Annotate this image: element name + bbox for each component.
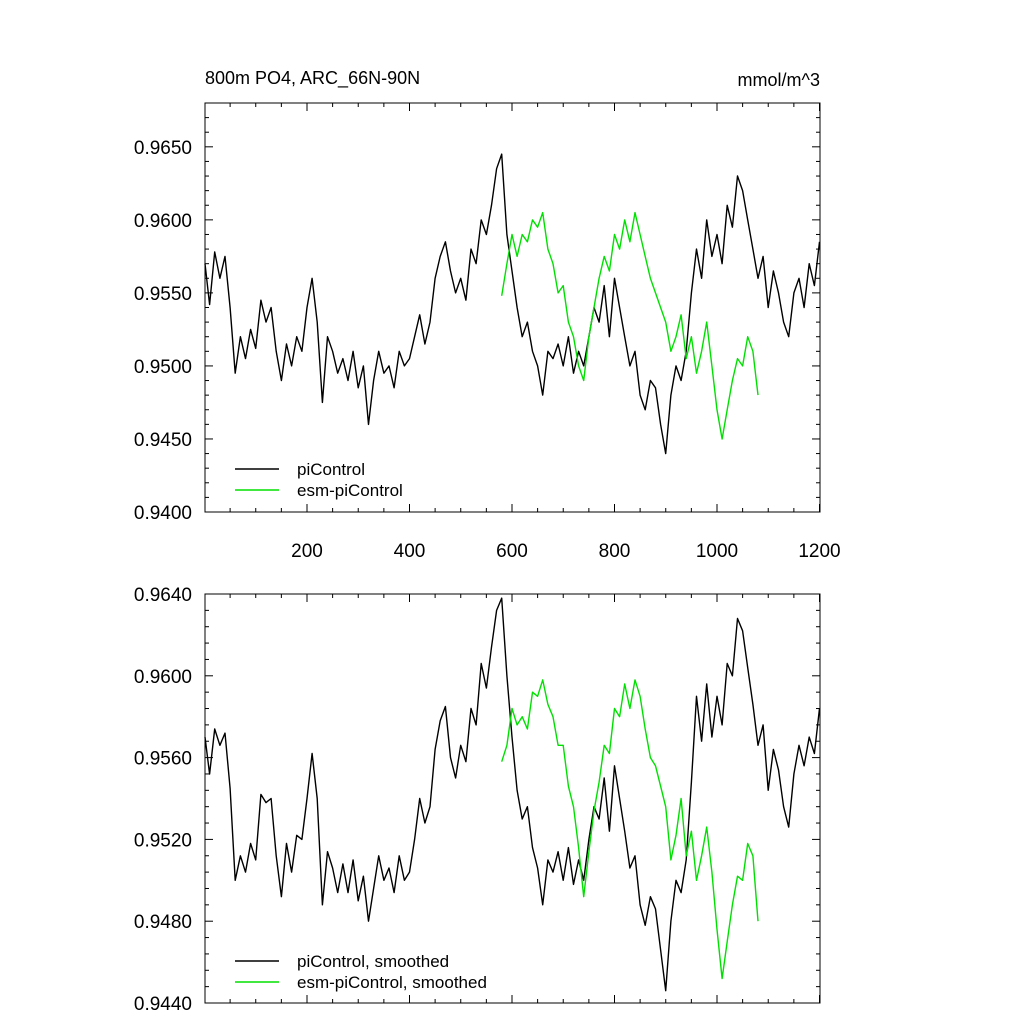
y-tick-label: 0.9480: [134, 912, 192, 933]
y-tick-label: 0.9600: [134, 211, 192, 232]
top-panel-legend: piControl esm-piControl: [235, 460, 403, 500]
x-tick-label: 400: [394, 541, 426, 562]
y-tick-label: 0.9450: [134, 430, 192, 451]
y-tick-label: 0.9520: [134, 830, 192, 851]
top-panel-ticks: 200 400 600 800 1000 1200 0.9400 0.9450 0.9500 0.…: [134, 102, 841, 562]
y-tick-label: 0.9550: [134, 284, 192, 305]
legend-label-picontrol: piControl: [297, 460, 365, 479]
x-tick-label: 1200: [798, 541, 840, 562]
top-panel-series: [204, 153, 821, 455]
top-panel-frame: [204, 102, 821, 513]
y-tick-label: 0.9600: [134, 667, 192, 688]
bottom-panel: 0.9440 0.9480 0.9520 0.9560 0.9600 0.9640 piC…: [134, 585, 821, 1015]
y-tick-label: 0.9400: [134, 503, 192, 524]
x-tick-label: 800: [599, 541, 631, 562]
x-tick-label: 200: [291, 541, 323, 562]
y-tick-label: 0.9650: [134, 138, 192, 159]
top-panel: 800m PO4, ARC_66N-90N mmol/m^3 200 400 600…: [134, 68, 841, 562]
legend-label-esm-picontrol-smoothed: esm-piControl, smoothed: [297, 973, 487, 992]
y-tick-label: 0.9560: [134, 749, 192, 770]
top-panel-units: mmol/m^3: [738, 70, 820, 90]
y-tick-label: 0.9640: [134, 585, 192, 606]
bottom-panel-ticks: 0.9440 0.9480 0.9520 0.9560 0.9600 0.9640: [134, 585, 820, 1015]
legend-label-esm-picontrol: esm-piControl: [297, 481, 403, 500]
x-tick-label: 1000: [696, 541, 738, 562]
bottom-panel-series: [204, 597, 821, 992]
series-line-esm-picontrol-smoothed: [501, 679, 759, 980]
bottom-panel-legend: piControl, smoothed esm-piControl, smoot…: [235, 952, 487, 992]
series-line-picontrol: [204, 153, 821, 455]
x-tick-label: 600: [496, 541, 528, 562]
top-panel-title: 800m PO4, ARC_66N-90N: [205, 68, 420, 89]
legend-label-picontrol-smoothed: piControl, smoothed: [297, 952, 449, 971]
bottom-panel-frame: [204, 593, 821, 1004]
y-tick-label: 0.9440: [134, 994, 192, 1015]
y-tick-label: 0.9500: [134, 357, 192, 378]
series-line-picontrol-smoothed: [204, 597, 821, 992]
series-line-esm-picontrol: [501, 211, 759, 440]
